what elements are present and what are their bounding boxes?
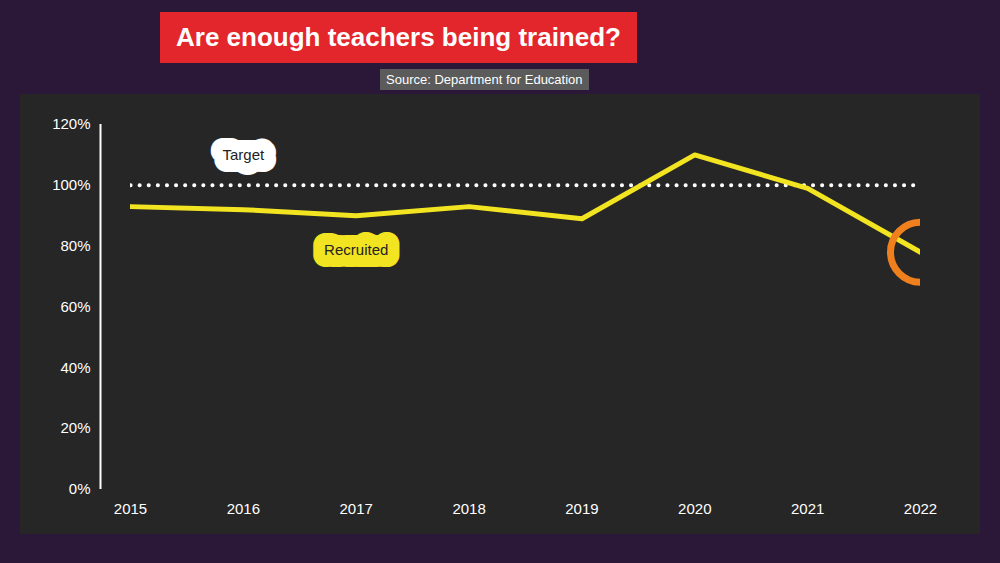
svg-text:120%: 120% (52, 115, 90, 132)
svg-text:2022: 2022 (904, 500, 937, 517)
svg-text:Target: Target (223, 146, 266, 163)
svg-text:2017: 2017 (340, 500, 373, 517)
svg-text:40%: 40% (60, 359, 90, 376)
svg-text:2021: 2021 (791, 500, 824, 517)
svg-text:2019: 2019 (565, 500, 598, 517)
svg-text:2016: 2016 (227, 500, 260, 517)
svg-text:60%: 60% (60, 298, 90, 315)
html-text:Source: Department for Educati: Source: Department for Education (386, 72, 583, 87)
html-text:Are enough teachers being trai: Are enough teachers being trained? (176, 22, 621, 52)
svg-text:2018: 2018 (452, 500, 485, 517)
svg-text:20%: 20% (60, 419, 90, 436)
svg-text:2020: 2020 (678, 500, 711, 517)
svg-text:0%: 0% (69, 480, 91, 497)
svg-text:80%: 80% (60, 237, 90, 254)
svg-text:Recruited: Recruited (324, 241, 388, 258)
svg-text:100%: 100% (52, 176, 90, 193)
svg-text:2015: 2015 (114, 500, 147, 517)
